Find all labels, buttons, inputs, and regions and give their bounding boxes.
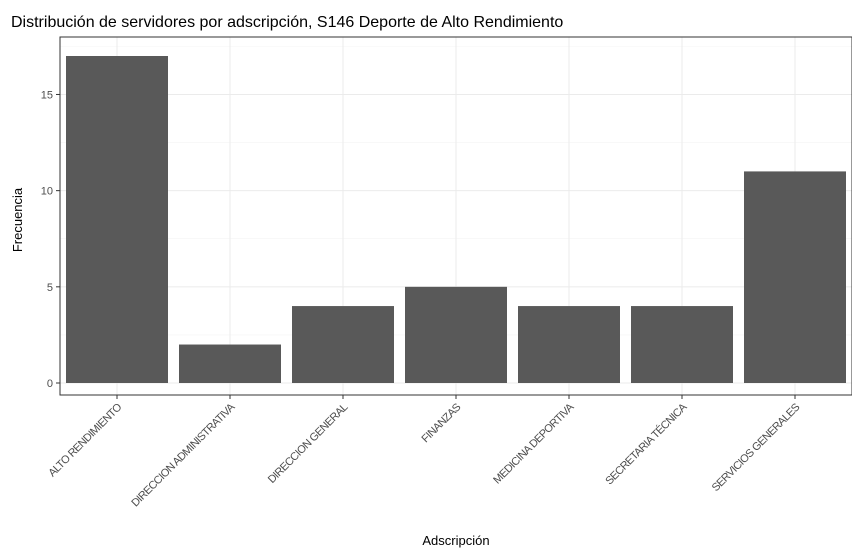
bar-medicina-deportiva: [518, 306, 620, 383]
bar-alto-rendimiento: [66, 56, 168, 383]
bar-finanzas: [405, 286, 507, 383]
y-tick-label: 0: [47, 378, 53, 390]
y-tick-label: 10: [41, 186, 53, 198]
y-tick-label: 5: [47, 282, 53, 294]
y-axis-title: Frecuencia: [10, 187, 25, 252]
x-axis-title: Adscripción: [422, 533, 489, 548]
y-tick-label: 15: [41, 89, 53, 101]
bar-servicios-generales: [744, 171, 846, 383]
bar-direccion-general: [292, 306, 394, 383]
bar-direccion-administrativa: [179, 344, 281, 383]
chart-title: Distribución de servidores por adscripci…: [11, 14, 563, 31]
bar-secretaria-t-cnica: [631, 306, 733, 383]
